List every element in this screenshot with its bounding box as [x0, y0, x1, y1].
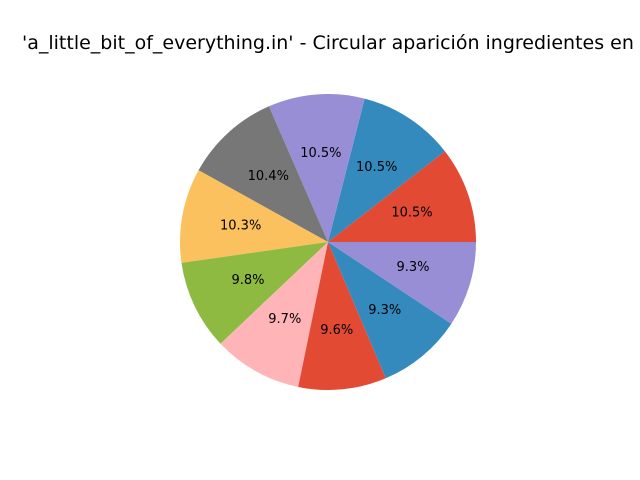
slice-label-6: 9.8% — [232, 273, 265, 288]
slice-label-3: 10.5% — [300, 146, 341, 161]
chart-title-text: 'a_little_bit_of_everything.in' - Circul… — [22, 32, 640, 54]
pie-slice-9 — [328, 242, 452, 379]
slice-label-1: 10.5% — [391, 206, 432, 221]
slice-label-7: 9.7% — [268, 312, 301, 327]
pie-slice-4 — [198, 106, 328, 242]
pie-slice-2 — [328, 98, 445, 242]
pie-slice-6 — [181, 242, 328, 344]
chart-title: 'a_little_bit_of_everything.in' - Circul… — [0, 31, 640, 55]
slice-label-2: 10.5% — [356, 160, 397, 175]
slice-label-10: 9.3% — [397, 260, 430, 275]
pie-slice-1 — [328, 151, 476, 242]
slice-label-4: 10.4% — [248, 169, 289, 184]
pie-slice-5 — [180, 170, 328, 263]
slice-label-9: 9.3% — [368, 303, 401, 318]
slice-label-8: 9.6% — [320, 323, 353, 338]
pie-slice-10 — [328, 242, 476, 324]
pie-slice-8 — [298, 242, 386, 391]
pie-slice-7 — [220, 242, 328, 387]
slice-label-5: 10.3% — [220, 218, 261, 233]
pie-slice-3 — [268, 93, 365, 242]
